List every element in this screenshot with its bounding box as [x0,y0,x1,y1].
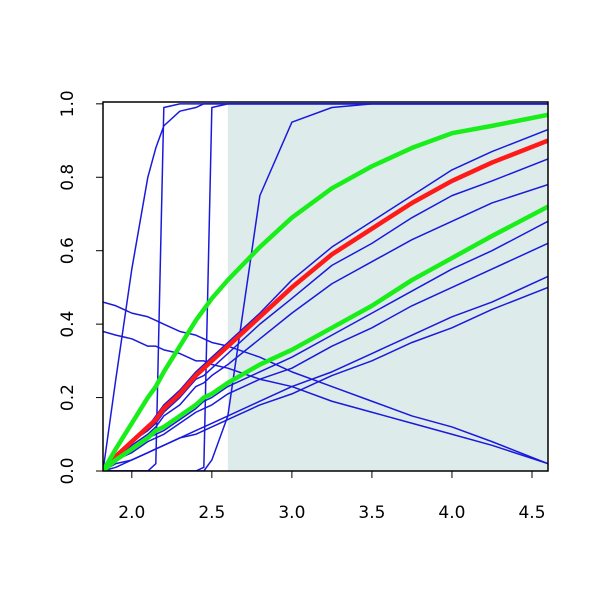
plot-frame [102,101,549,472]
x-tick-label: 4.0 [438,503,465,523]
y-tick-label: 0.2 [58,384,78,411]
series-line [103,204,548,471]
series-line [103,138,548,471]
series-line [103,242,548,471]
series-line [103,286,548,471]
series-line [103,158,548,471]
y-tick-label: 0.4 [58,311,78,338]
y-tick-label: 0.0 [58,457,78,484]
x-tick-label: 2.5 [198,503,225,523]
series-line [103,183,548,471]
x-tick-label: 3.5 [358,503,385,523]
x-tick-label: 3.0 [278,503,305,523]
series-line [103,103,548,471]
y-tick-label: 0.6 [58,237,78,264]
series-line [103,301,548,465]
series-line [103,330,548,465]
x-tick-label: 2.0 [118,503,145,523]
series-line [103,112,548,471]
y-tick-label: 0.8 [58,164,78,191]
x-tick-label: 4.5 [518,503,545,523]
y-tick-label: 1.0 [58,90,78,117]
